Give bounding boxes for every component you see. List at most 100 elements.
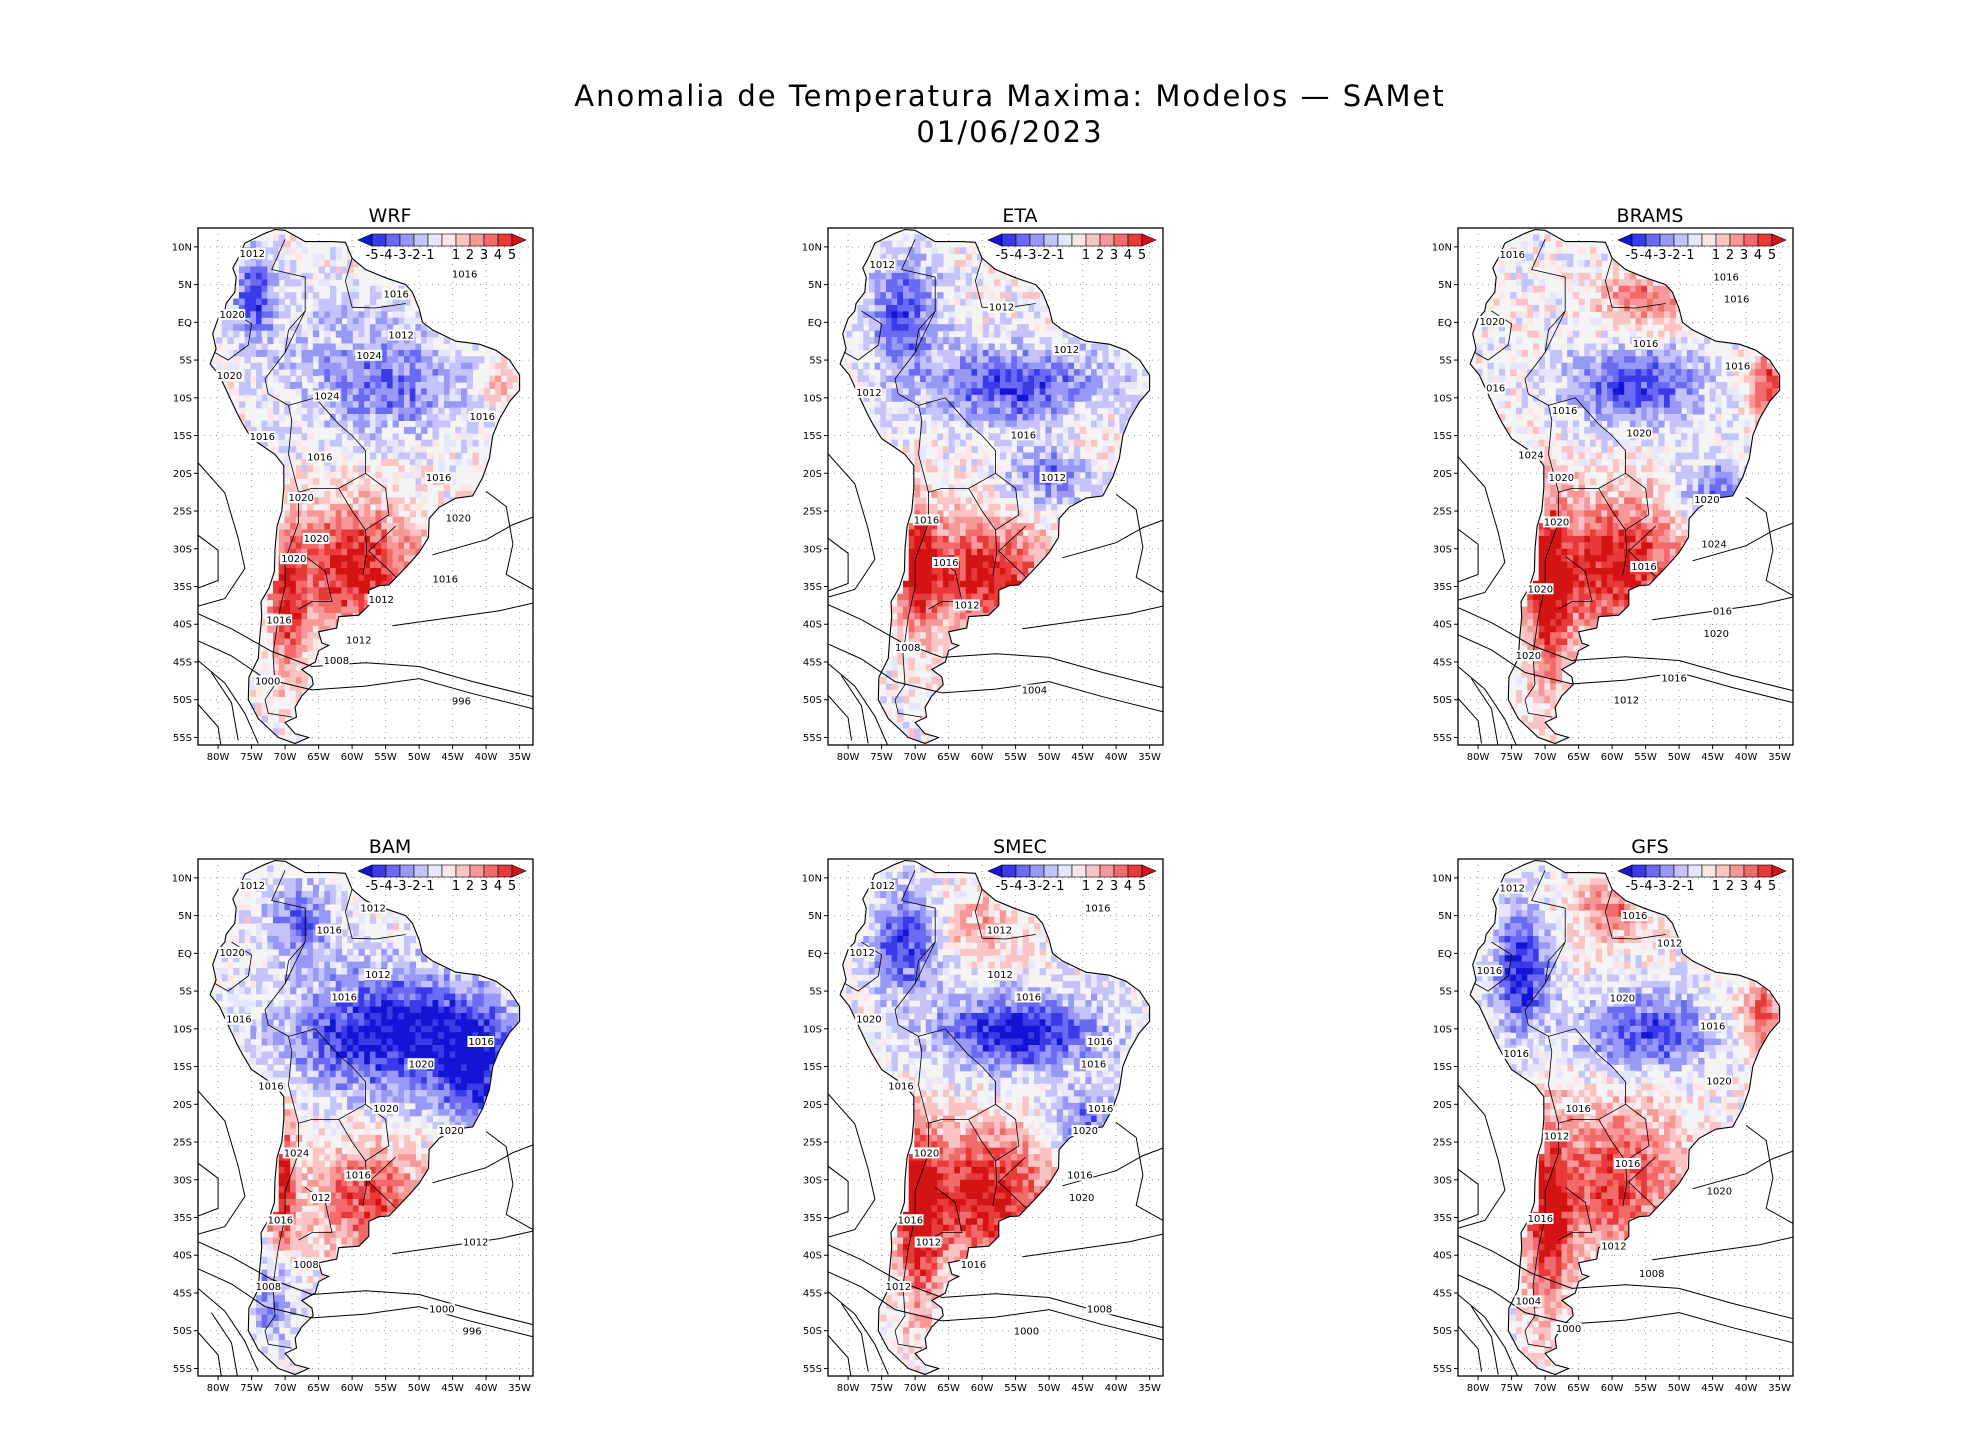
anomaly-field: [210, 860, 520, 1375]
lon-tick-label: 45W: [1071, 1383, 1094, 1394]
colorbar-tick-label: -5: [366, 879, 379, 894]
country-borders: [1474, 239, 1666, 718]
lat-tick-label: 35S: [803, 1213, 822, 1224]
isobar-label: 1016: [1724, 295, 1749, 306]
isobar-label: 1016: [1011, 430, 1036, 441]
anomaly-map: 1012 1012 1012 1012 1016 1012 1016 1016 1012 1008…: [802, 227, 1164, 763]
isobar-label: 1008: [895, 643, 920, 654]
lat-tick-label: 45S: [173, 657, 192, 668]
isobar-label: 1012: [1601, 1241, 1626, 1252]
lat-tick-label: EQ: [808, 318, 822, 329]
isobar-label: 1016: [469, 412, 494, 423]
isobar-label: 1012: [1500, 884, 1525, 895]
isobar-label: 1020: [446, 514, 471, 525]
lat-tick-label: 25S: [803, 507, 822, 518]
isobars: [1458, 456, 1793, 745]
lat-tick-label: 5S: [809, 987, 822, 998]
map-frame: [197, 227, 534, 746]
lat-tick-label: 5S: [1439, 356, 1452, 367]
colorbar-tick-label: -3: [394, 248, 407, 263]
lon-tick-label: 70W: [1534, 1383, 1557, 1394]
isobar-label: 1016: [1713, 272, 1738, 283]
lat-tick-label: 35S: [1433, 582, 1452, 593]
isobar-labels: 1012 1016 1012 1012 1012 1016 1020 1016 1016 1016…: [848, 880, 1114, 1338]
lat-tick-label: 10N: [172, 873, 192, 884]
lat-tick-label: 10N: [1432, 873, 1452, 884]
lat-tick-label: 55S: [803, 1364, 822, 1375]
lon-tick-label: 70W: [904, 752, 927, 763]
isobar-label: 1016: [1615, 1159, 1640, 1170]
panel-title: SMEC: [993, 836, 1047, 858]
colorbar-tick-label: -4: [1010, 879, 1023, 894]
lon-tick-label: 35W: [508, 1383, 531, 1394]
lon-tick-label: 60W: [1601, 752, 1624, 763]
isobar-label: 016: [1486, 384, 1505, 395]
lat-tick-label: 10S: [1433, 1024, 1452, 1035]
colorbar: -5 -4 -3 -2 -1 1 2 3 4 5: [1617, 864, 1787, 894]
isobar-label: 1000: [255, 676, 280, 687]
anomaly-field: [1470, 229, 1780, 744]
lon-tick-label: 60W: [1601, 1383, 1624, 1394]
isobar-label: 1020: [856, 1015, 881, 1026]
lat-tick-label: 5S: [809, 356, 822, 367]
lon-tick-label: 35W: [1768, 1383, 1791, 1394]
isobar-label: 1016: [268, 1215, 293, 1226]
lat-tick-label: 35S: [1433, 1213, 1452, 1224]
lon-tick-label: 55W: [1634, 1383, 1657, 1394]
lon-tick-label: 35W: [508, 752, 531, 763]
lon-tick-label: 70W: [274, 752, 297, 763]
panel-title: BAM: [368, 836, 412, 858]
panel-bam: BAM 1012 1012 1016 1020 1012 1016 1016 1016 1020 1…: [170, 836, 610, 1416]
country-borders: [214, 239, 406, 718]
lat-tick-label: EQ: [808, 949, 822, 960]
isobar-labels: 1012 1012 1012 1012 1016 1012 1016 1016 1012 1008…: [855, 259, 1080, 697]
lat-tick-label: 10N: [802, 873, 822, 884]
coastline: [839, 228, 1151, 745]
isobar-label: 1012: [916, 1238, 941, 1249]
map-frame: [827, 858, 1164, 1377]
colorbar-tick-label: -1: [422, 248, 435, 263]
lat-tick-label: 45S: [1433, 1288, 1452, 1299]
colorbar-tick-label: 3: [1740, 879, 1748, 894]
lat-tick-label: 20S: [173, 1100, 192, 1111]
anomaly-map: 1012 1016 1016 1020 1012 1024 1020 1024 1016 1016…: [172, 227, 534, 763]
isobar-label: 1012: [870, 881, 895, 892]
isobar-label: 1020: [1694, 495, 1719, 506]
isobar-label: 1016: [266, 615, 291, 626]
lat-tick-label: 35S: [173, 582, 192, 593]
isobar-label: 1012: [989, 303, 1014, 314]
isobar-label: 1020: [1479, 317, 1504, 328]
isobar-label: 1012: [463, 1238, 488, 1249]
coastline: [209, 859, 521, 1376]
lat-tick-label: 20S: [803, 469, 822, 480]
figure-date: 01/06/2023: [916, 115, 1104, 149]
lat-tick-label: EQ: [1438, 949, 1452, 960]
colorbar-tick-label: -2: [1668, 248, 1681, 263]
isobar-label: 1024: [284, 1148, 309, 1159]
isobar-label: 1012: [360, 903, 385, 914]
lon-tick-label: 75W: [870, 752, 893, 763]
country-borders: [214, 870, 406, 1349]
colorbar-tick-label: 4: [1124, 248, 1132, 263]
lon-tick-label: 65W: [937, 1383, 960, 1394]
panel-brams: BRAMS 1016 1016 1016 1020 1016 1016 016 1016 1020…: [1430, 205, 1870, 785]
isobar-label: 012: [311, 1193, 330, 1204]
colorbar: -5 -4 -3 -2 -1 1 2 3 4 5: [987, 233, 1157, 263]
isobar-label: 1012: [870, 260, 895, 271]
lat-tick-label: 5S: [1439, 987, 1452, 998]
axis-labels: 10N 5N EQ 5S 10S 15S 20S 25S 30S 35S 40S 45S 50S 55S 8…: [1432, 242, 1791, 763]
colorbar-tick-label: -1: [1052, 879, 1065, 894]
lon-tick-label: 75W: [240, 752, 263, 763]
lat-tick-label: 5N: [808, 911, 822, 922]
colorbar-tick-label: -1: [1682, 879, 1695, 894]
isobar-label: 1016: [1622, 911, 1647, 922]
isobar-label: 1016: [888, 1082, 913, 1093]
isobar-label: 1004: [1022, 686, 1047, 697]
axis-labels: 10N 5N EQ 5S 10S 15S 20S 25S 30S 35S 40S 45S 50S 55S 8…: [802, 242, 1161, 763]
isobar-label: 1012: [954, 600, 979, 611]
lat-tick-label: 30S: [1433, 544, 1452, 555]
lat-tick-label: 55S: [803, 733, 822, 744]
isobar-label: 1016: [914, 515, 939, 526]
lon-tick-label: 40W: [1735, 752, 1758, 763]
lat-tick-label: 30S: [803, 1175, 822, 1186]
